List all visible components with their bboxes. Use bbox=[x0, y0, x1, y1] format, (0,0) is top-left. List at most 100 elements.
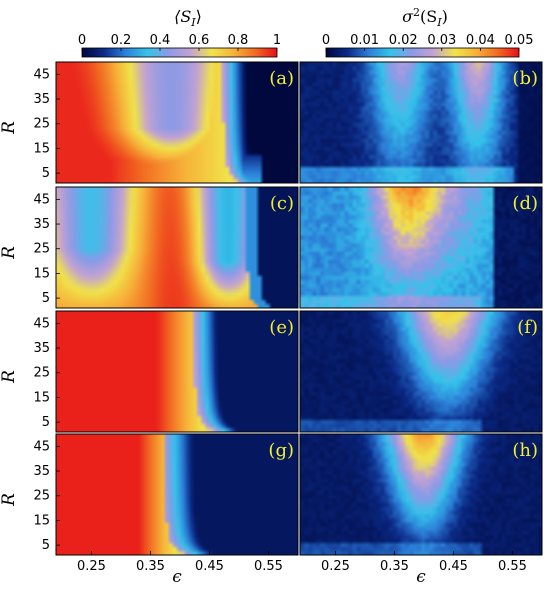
heatmap-image bbox=[300, 311, 542, 432]
x-axis-col-1: 0.25 0.35 0.45 0.55 ϵ bbox=[321, 551, 527, 587]
colorbar-tick-label: 0.6 bbox=[189, 33, 210, 48]
y-tick-label: 5 bbox=[42, 415, 50, 430]
x-tick-label: 0.55 bbox=[254, 559, 283, 574]
y-tick-label: 15 bbox=[33, 141, 50, 156]
heatmap-panel-f: (f) bbox=[299, 310, 543, 433]
colorbar-title: σ2(SI) bbox=[402, 6, 448, 29]
y-tick-label: 15 bbox=[33, 390, 50, 405]
colorbar-tick-label: 0.05 bbox=[505, 33, 534, 48]
heatmap-panel-a: (a) bbox=[55, 61, 299, 184]
colorbars: 0 0.2 0.4 0.6 0.8 1⟨SI⟩0 0.01 0.02 0.03 0.04 0.05σ… bbox=[78, 6, 534, 58]
panel-frame bbox=[55, 433, 299, 556]
colorbar-tick-label: 0 bbox=[78, 33, 86, 48]
y-tick-label: 35 bbox=[33, 341, 50, 356]
panel-label: (h) bbox=[512, 440, 538, 461]
panel-frame bbox=[55, 310, 299, 433]
colorbar-title-sub: I bbox=[436, 16, 442, 29]
heatmap-panel-d: (d) bbox=[299, 186, 543, 309]
x-tick-label: 0.45 bbox=[439, 559, 468, 574]
panel-label: (g) bbox=[268, 440, 294, 461]
panel-label: (c) bbox=[270, 193, 294, 214]
y-axis-row-3: 45 35 25 15 5 R bbox=[0, 439, 60, 553]
panel-label: (d) bbox=[512, 193, 538, 214]
heatmap-panels: (a) (b) (c) (d) (e) (f) (g) (h) bbox=[55, 61, 543, 556]
heatmap-panel-b: (b) bbox=[299, 61, 543, 184]
colorbar-tick-label: 0.8 bbox=[228, 33, 249, 48]
colorbar-tick-label: 0.04 bbox=[466, 33, 495, 48]
y-axis-label: R bbox=[0, 121, 19, 135]
x-tick-label: 0.55 bbox=[498, 559, 527, 574]
y-axis-label: R bbox=[0, 246, 19, 260]
heatmap-image bbox=[56, 187, 298, 308]
axes-labels: 45 35 25 15 5 R 45 35 25 15 5 R 45 35 25 15 5 R 45 35 25 15 5 R… bbox=[0, 67, 527, 587]
colorbar-tick-label: 0.2 bbox=[111, 33, 132, 48]
y-tick-label: 35 bbox=[33, 217, 50, 232]
x-axis-label: ϵ bbox=[172, 567, 182, 587]
colorbar-title-sup: 2 bbox=[413, 6, 420, 19]
heatmap-image bbox=[56, 62, 298, 183]
colorbar-variance: 0 0.01 0.02 0.03 0.04 0.05 σ2(SI) bbox=[322, 6, 534, 58]
colorbar-title-close: ) bbox=[442, 7, 448, 26]
colorbar-mean: 0 0.2 0.4 0.6 0.8 1 ⟨SI⟩ bbox=[78, 7, 281, 58]
colorbar-tick-label: 0.4 bbox=[150, 33, 171, 48]
heatmap-panel-h: (h) bbox=[299, 433, 543, 556]
panel-label: (e) bbox=[269, 317, 294, 338]
heatmap-panel-e: (e) bbox=[55, 310, 299, 433]
panel-frame bbox=[299, 433, 543, 556]
colorbar-title-main: ⟨S bbox=[174, 7, 191, 26]
heatmap-panel-g: (g) bbox=[55, 433, 299, 556]
y-tick-label: 15 bbox=[33, 266, 50, 281]
colorbar-tick-label: 0 bbox=[322, 33, 330, 48]
y-tick-label: 5 bbox=[42, 166, 50, 181]
panel-label: (f) bbox=[517, 317, 538, 338]
y-tick-label: 45 bbox=[33, 192, 50, 207]
colorbar-title-sub: I bbox=[190, 16, 196, 29]
colorbar-tick-label: 0.02 bbox=[389, 33, 418, 48]
panel-label: (a) bbox=[269, 68, 294, 89]
x-tick-label: 0.35 bbox=[380, 559, 409, 574]
heatmap-image bbox=[56, 311, 298, 432]
y-tick-label: 25 bbox=[33, 489, 50, 504]
x-tick-label: 0.25 bbox=[77, 559, 106, 574]
colorbar-title-close: ⟩ bbox=[196, 7, 202, 26]
heatmap-image bbox=[300, 187, 542, 308]
x-axis-col-0: 0.25 0.35 0.45 0.55 ϵ bbox=[77, 551, 283, 587]
y-axis-label: R bbox=[0, 493, 19, 507]
colorbar-tick-label: 1 bbox=[273, 33, 281, 48]
y-tick-label: 45 bbox=[33, 316, 50, 331]
colorbar-title: ⟨SI⟩ bbox=[174, 7, 202, 29]
colorbar-tick-label: 0.01 bbox=[350, 33, 379, 48]
y-tick-label: 35 bbox=[33, 464, 50, 479]
y-tick-label: 45 bbox=[33, 67, 50, 82]
heatmap-image bbox=[300, 434, 542, 555]
colorbar-tick-label: 0.03 bbox=[427, 33, 456, 48]
y-axis-label: R bbox=[0, 370, 19, 384]
panel-frame bbox=[299, 61, 543, 184]
colorbar-strip bbox=[81, 47, 278, 58]
y-tick-label: 25 bbox=[33, 242, 50, 257]
colorbar-title-open: (S bbox=[420, 7, 437, 26]
y-tick-label: 25 bbox=[33, 366, 50, 381]
y-tick-label: 45 bbox=[33, 439, 50, 454]
colorbar-strip bbox=[325, 47, 520, 58]
panel-frame bbox=[299, 310, 543, 433]
y-tick-label: 25 bbox=[33, 117, 50, 132]
y-tick-label: 35 bbox=[33, 92, 50, 107]
x-tick-label: 0.35 bbox=[136, 559, 165, 574]
colorbar-title-main: σ bbox=[402, 7, 414, 26]
panel-frame bbox=[299, 186, 543, 309]
y-axis-row-2: 45 35 25 15 5 R bbox=[0, 316, 60, 430]
heatmap-image bbox=[56, 434, 298, 555]
y-axis-row-1: 45 35 25 15 5 R bbox=[0, 192, 60, 306]
x-tick-label: 0.45 bbox=[195, 559, 224, 574]
heatmap-image bbox=[300, 62, 542, 183]
panel-frame bbox=[55, 186, 299, 309]
x-axis-label: ϵ bbox=[416, 567, 426, 587]
panel-frame bbox=[55, 61, 299, 184]
y-tick-label: 5 bbox=[42, 291, 50, 306]
heatmap-panel-c: (c) bbox=[55, 186, 299, 309]
y-tick-label: 5 bbox=[42, 538, 50, 553]
y-tick-label: 15 bbox=[33, 513, 50, 528]
y-axis-row-0: 45 35 25 15 5 R bbox=[0, 67, 60, 181]
